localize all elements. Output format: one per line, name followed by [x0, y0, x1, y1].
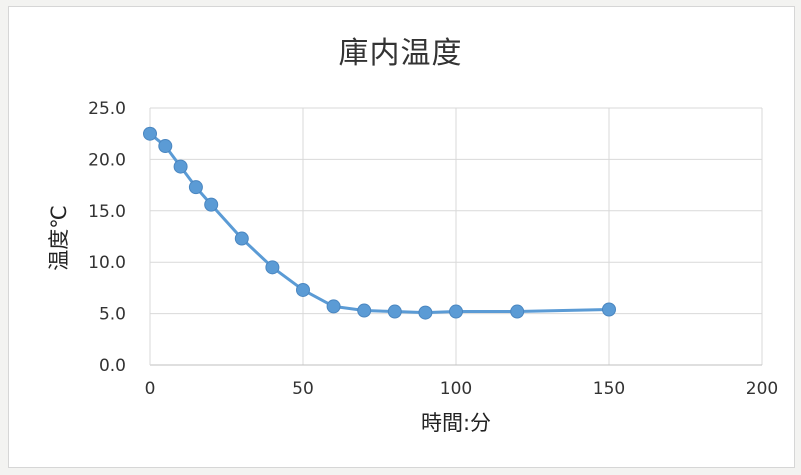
chart-title: 庫内温度 [338, 36, 463, 71]
data-point [158, 139, 173, 154]
data-point [296, 282, 310, 297]
axes [149, 108, 762, 366]
data-point [326, 299, 341, 314]
series [143, 126, 616, 320]
data-point [357, 303, 372, 318]
data-point [602, 302, 616, 317]
data-point [387, 304, 402, 319]
y-axis-title: 温度℃ [47, 205, 71, 271]
y-tick-labels: 0.0 5.0 10.0 15.0 20.0 25.0 [88, 99, 126, 376]
y-tick-label: 25.0 [88, 99, 126, 119]
data-point [143, 126, 157, 141]
series-line [149, 132, 610, 315]
data-point [265, 260, 280, 275]
data-point [418, 305, 433, 320]
x-tick-labels: 0 50 100 150 200 [145, 379, 779, 399]
x-tick-label: 0 [145, 379, 156, 399]
x-tick-label: 100 [440, 379, 472, 399]
data-point [234, 231, 249, 246]
y-tick-label: 10.0 [88, 253, 126, 273]
data-point [449, 304, 463, 319]
data-point [510, 304, 525, 319]
y-tick-label: 5.0 [99, 305, 126, 325]
data-point [204, 197, 219, 212]
y-tick-label: 0.0 [99, 356, 126, 376]
data-point [173, 159, 188, 174]
x-tick-label: 200 [746, 379, 778, 399]
x-tick-label: 50 [292, 379, 314, 399]
x-axis-title: 時間:分 [421, 411, 491, 435]
data-point [188, 180, 203, 195]
grid [150, 107, 763, 365]
y-tick-label: 20.0 [88, 150, 126, 170]
chart-frame [8, 6, 795, 468]
x-tick-label: 150 [593, 379, 625, 399]
y-tick-label: 15.0 [88, 202, 126, 222]
